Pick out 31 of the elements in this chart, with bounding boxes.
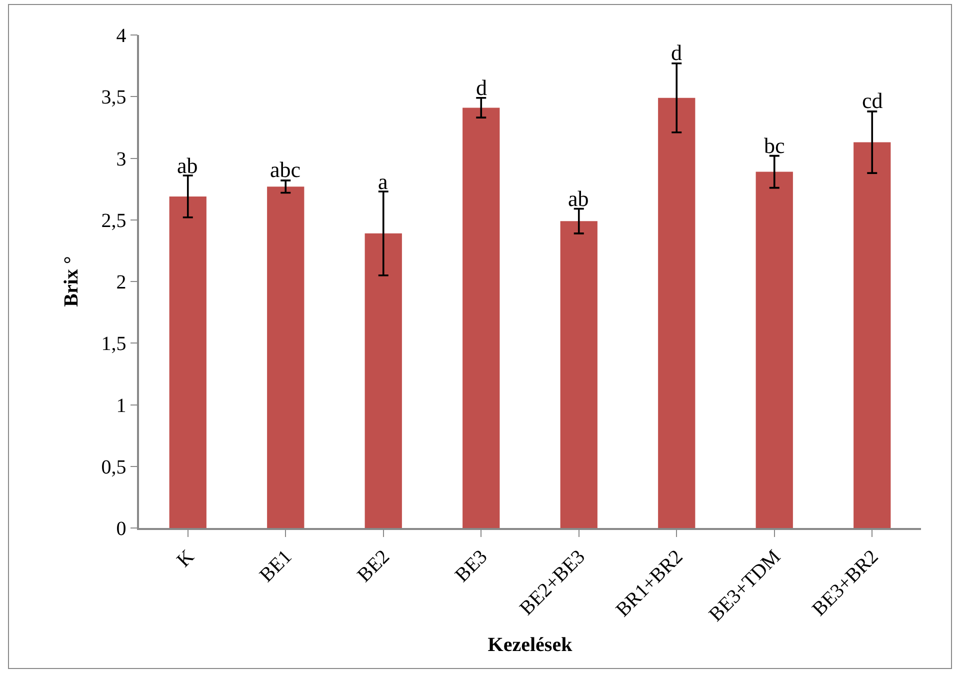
y-tick-label: 0 (116, 518, 126, 540)
bar (364, 233, 402, 528)
y-tick-label: 2,5 (101, 210, 126, 232)
y-tick-label: 4 (116, 25, 126, 47)
bar (756, 172, 793, 528)
y-tick-label: 2 (116, 272, 126, 294)
y-tick-label: 3 (116, 148, 126, 170)
y-tick-label: 1,5 (101, 333, 126, 356)
y-tick-label: 0,5 (101, 456, 126, 478)
x-axis-title: Kezelések (488, 634, 574, 656)
annotation: abc (270, 157, 301, 182)
annotation: ab (177, 153, 198, 178)
bar (854, 142, 891, 528)
bar (560, 221, 598, 528)
bar (658, 98, 696, 528)
x-tick-label: BE1 (256, 546, 296, 587)
annotation: ab (568, 186, 589, 211)
annotation: d (671, 40, 682, 65)
annotation: a (378, 169, 388, 194)
bar (169, 196, 206, 528)
bar (462, 108, 500, 528)
y-tick-label: 1 (116, 394, 126, 417)
annotation: d (476, 75, 487, 100)
bar (267, 186, 304, 528)
x-tick-label: BE3 (451, 546, 492, 587)
x-tick-label: BE2 (353, 546, 394, 587)
y-axis-title: Brix ° (60, 256, 82, 307)
x-tick-label: K (172, 545, 199, 572)
annotation: bc (764, 133, 785, 158)
y-tick-label: 3,5 (101, 86, 126, 109)
annotation: cd (862, 88, 883, 113)
